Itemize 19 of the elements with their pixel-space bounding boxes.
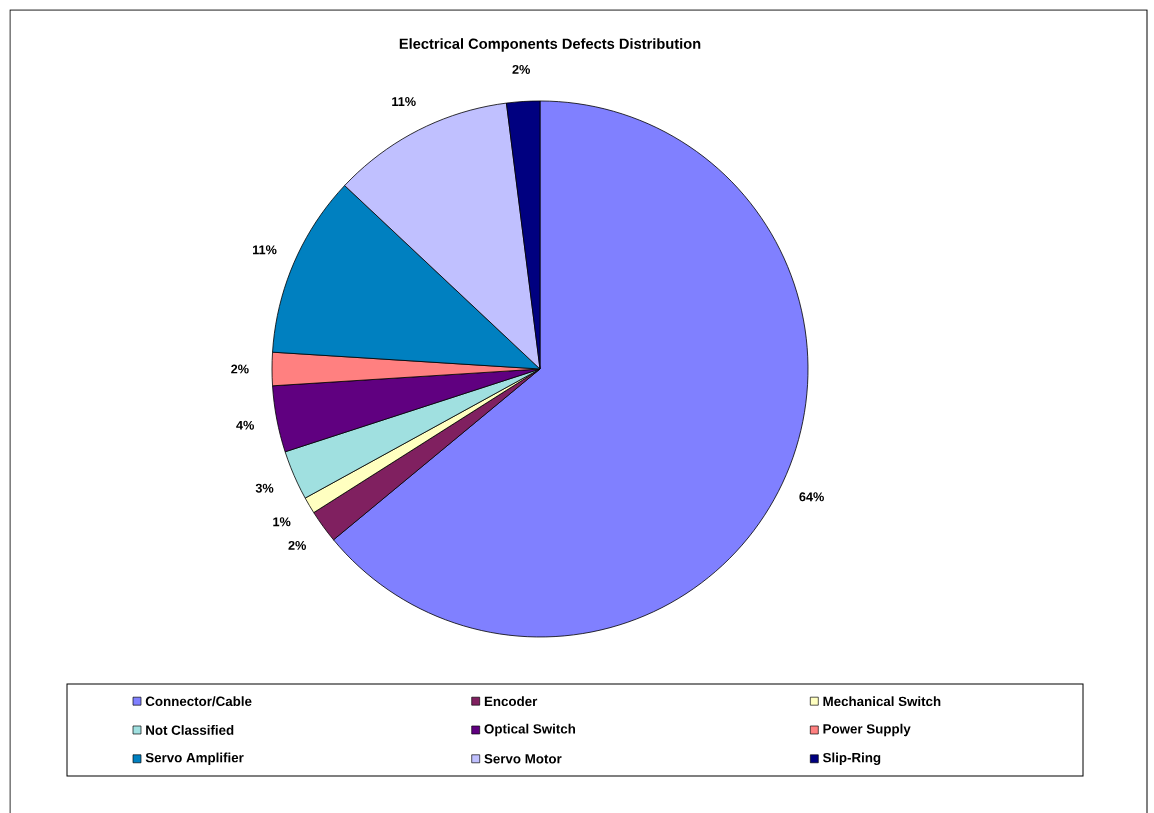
data-label: 2% [288, 540, 306, 550]
data-label: 1% [273, 517, 291, 527]
legend-label: Optical Switch [484, 723, 576, 737]
legend-label: Encoder [484, 696, 538, 707]
legend-label: Connector/Cable [145, 696, 252, 707]
chart-title: Electrical Components Defects Distribution [399, 38, 701, 52]
data-label: 11% [253, 245, 277, 255]
legend-label: Slip-Ring [822, 752, 881, 766]
legend-label: Power Supply [823, 723, 911, 737]
legend-label: Servo Amplifier [145, 752, 244, 765]
data-label: 3% [255, 483, 274, 493]
legend-label: Not Classified [146, 725, 234, 735]
legend-label: Mechanical Switch [823, 696, 941, 707]
data-label: 64% [799, 492, 824, 502]
legend-label: Servo Motor [484, 754, 562, 764]
data-label: 11% [392, 97, 416, 107]
data-label: 2% [512, 64, 530, 74]
data-label: 2% [231, 364, 249, 374]
data-label: 4% [236, 420, 254, 430]
